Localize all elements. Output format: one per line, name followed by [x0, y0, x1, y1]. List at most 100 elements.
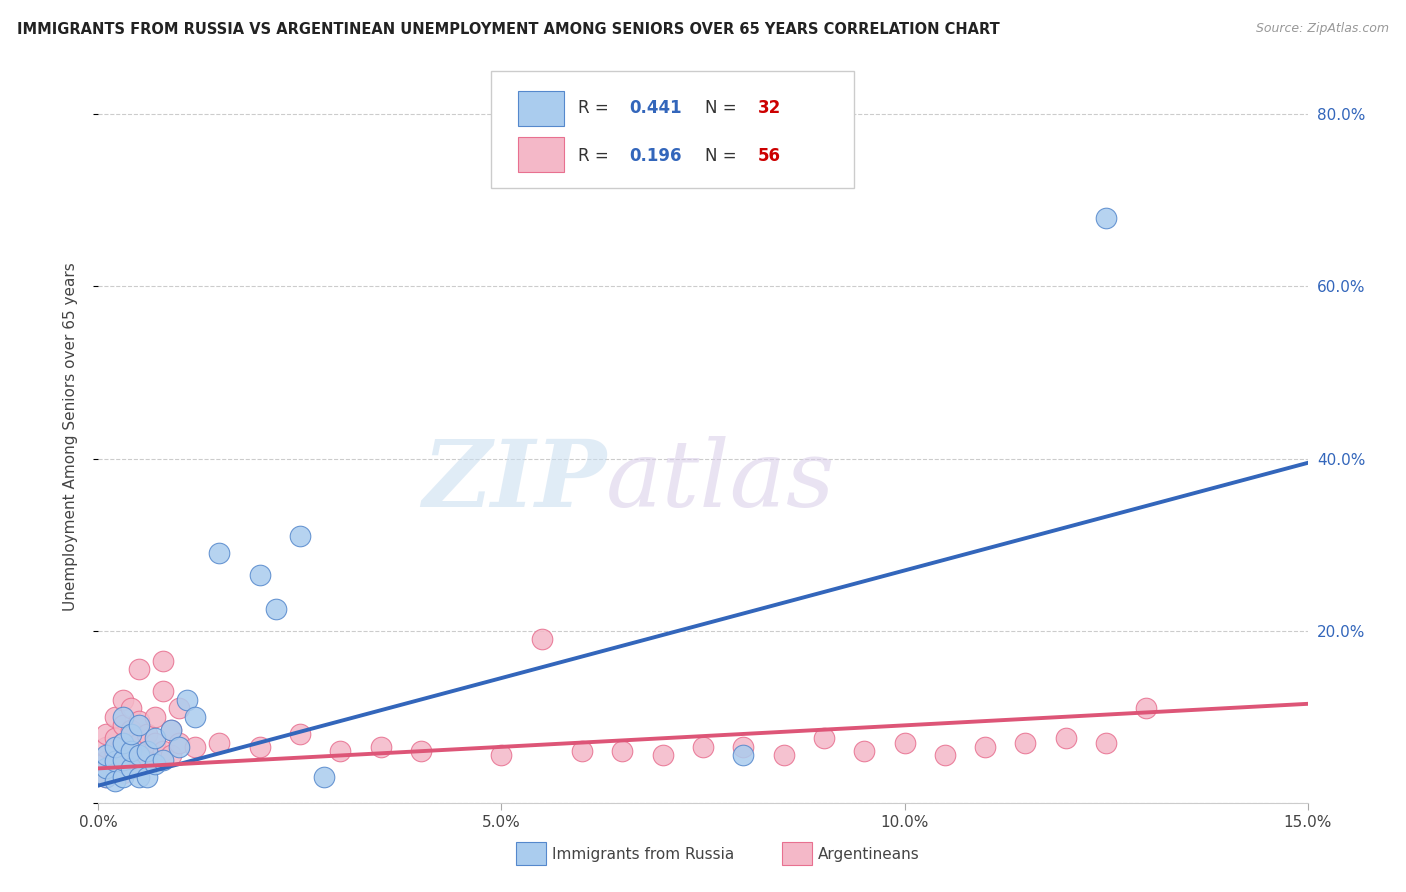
- Point: [96, 770, 118, 784]
- Point: [491, 748, 513, 763]
- Point: [103, 710, 125, 724]
- Point: [135, 753, 157, 767]
- Point: [135, 727, 157, 741]
- Point: [96, 727, 118, 741]
- FancyBboxPatch shape: [516, 841, 546, 865]
- Point: [103, 739, 125, 754]
- Point: [120, 761, 142, 775]
- Point: [934, 748, 956, 763]
- Point: [1095, 211, 1118, 225]
- Point: [1095, 735, 1118, 749]
- Point: [288, 529, 311, 543]
- Point: [264, 602, 287, 616]
- Point: [692, 739, 714, 754]
- Point: [111, 765, 134, 780]
- Point: [96, 761, 118, 775]
- Point: [96, 748, 118, 763]
- Text: R =: R =: [578, 99, 614, 117]
- Text: Argentineans: Argentineans: [818, 847, 920, 862]
- Point: [111, 753, 134, 767]
- Point: [249, 739, 271, 754]
- Point: [143, 710, 166, 724]
- Point: [1135, 701, 1157, 715]
- Point: [128, 748, 150, 763]
- Text: 0.441: 0.441: [630, 99, 682, 117]
- Point: [120, 701, 142, 715]
- Text: N =: N =: [706, 147, 742, 165]
- Point: [184, 710, 207, 724]
- Point: [128, 718, 150, 732]
- Point: [893, 735, 915, 749]
- Point: [167, 739, 190, 754]
- Point: [128, 753, 150, 767]
- Point: [135, 744, 157, 758]
- Point: [111, 692, 134, 706]
- Point: [111, 770, 134, 784]
- Text: Source: ZipAtlas.com: Source: ZipAtlas.com: [1256, 22, 1389, 36]
- Point: [111, 735, 134, 749]
- Point: [167, 701, 190, 715]
- Point: [152, 744, 174, 758]
- Point: [103, 755, 125, 769]
- Point: [612, 744, 634, 758]
- Point: [120, 739, 142, 754]
- Point: [128, 662, 150, 676]
- Point: [1014, 735, 1036, 749]
- Point: [853, 744, 876, 758]
- Point: [128, 770, 150, 784]
- Point: [96, 755, 118, 769]
- Point: [974, 739, 997, 754]
- Text: 32: 32: [758, 99, 780, 117]
- Point: [120, 761, 142, 775]
- Point: [120, 744, 142, 758]
- Point: [530, 632, 553, 647]
- Text: 56: 56: [758, 147, 780, 165]
- Point: [288, 727, 311, 741]
- FancyBboxPatch shape: [782, 841, 811, 865]
- Text: N =: N =: [706, 99, 742, 117]
- Point: [96, 770, 118, 784]
- Point: [184, 739, 207, 754]
- Point: [208, 735, 231, 749]
- Text: atlas: atlas: [606, 436, 835, 526]
- Point: [160, 723, 183, 737]
- Point: [103, 746, 125, 760]
- Point: [1054, 731, 1077, 746]
- Point: [160, 748, 183, 763]
- Point: [96, 739, 118, 754]
- Point: [152, 753, 174, 767]
- FancyBboxPatch shape: [517, 91, 564, 127]
- Text: ZIP: ZIP: [422, 436, 606, 526]
- FancyBboxPatch shape: [517, 137, 564, 172]
- Point: [111, 735, 134, 749]
- Point: [111, 710, 134, 724]
- Point: [152, 654, 174, 668]
- Point: [167, 735, 190, 749]
- Point: [111, 718, 134, 732]
- Point: [772, 748, 794, 763]
- Point: [733, 748, 755, 763]
- Point: [314, 770, 336, 784]
- Point: [813, 731, 835, 746]
- Point: [370, 739, 392, 754]
- Y-axis label: Unemployment Among Seniors over 65 years: Unemployment Among Seniors over 65 years: [63, 263, 77, 611]
- Point: [176, 692, 198, 706]
- Point: [409, 744, 432, 758]
- Point: [135, 770, 157, 784]
- Point: [120, 723, 142, 737]
- Point: [733, 739, 755, 754]
- Point: [152, 684, 174, 698]
- Point: [329, 744, 352, 758]
- Text: 0.196: 0.196: [630, 147, 682, 165]
- Point: [103, 731, 125, 746]
- Point: [249, 567, 271, 582]
- Point: [103, 774, 125, 789]
- Point: [208, 546, 231, 560]
- Point: [160, 723, 183, 737]
- Text: Immigrants from Russia: Immigrants from Russia: [551, 847, 734, 862]
- Point: [103, 761, 125, 775]
- Point: [651, 748, 673, 763]
- Text: IMMIGRANTS FROM RUSSIA VS ARGENTINEAN UNEMPLOYMENT AMONG SENIORS OVER 65 YEARS C: IMMIGRANTS FROM RUSSIA VS ARGENTINEAN UN…: [17, 22, 1000, 37]
- Point: [128, 714, 150, 728]
- Point: [143, 757, 166, 772]
